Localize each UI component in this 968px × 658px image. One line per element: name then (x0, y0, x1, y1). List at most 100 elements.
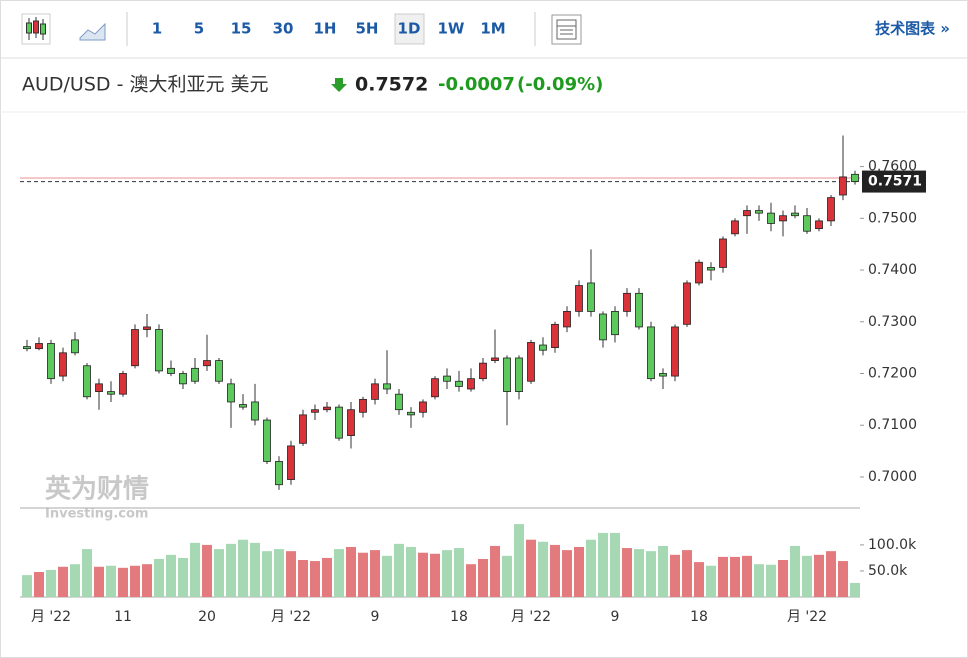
x-tick-label: 18 (690, 609, 708, 625)
volume-bar (202, 544, 212, 597)
interval-button[interactable]: 1 (152, 20, 162, 38)
candle-icon[interactable] (21, 13, 51, 45)
volume-bar (394, 543, 404, 597)
volume-bar (190, 542, 200, 597)
volume-bar (262, 551, 272, 597)
x-tick-label: 18 (450, 609, 468, 625)
candle-body (827, 197, 835, 222)
candle-body (395, 393, 403, 411)
candle-body (647, 326, 655, 380)
candle-body (599, 313, 607, 341)
candle-body (515, 357, 523, 392)
candle-body (215, 360, 223, 382)
interval-button[interactable]: 1D (398, 20, 421, 38)
volume-bar (802, 555, 812, 597)
volume-bar (766, 564, 776, 597)
interval-button[interactable]: 1W (438, 20, 465, 38)
volume-bar (502, 555, 512, 597)
volume-bar (586, 539, 596, 597)
y-tick-label: 0.7500 (868, 210, 917, 226)
volume-bar (310, 561, 320, 597)
volume-bar (550, 544, 560, 597)
volume-bar (562, 550, 572, 597)
last-price-box (862, 170, 926, 193)
volume-bar (574, 546, 584, 597)
volume-bar (754, 564, 764, 597)
y-tick-label: 0.7400 (868, 262, 917, 278)
candle-body (815, 220, 823, 230)
y-tick-label: 0.7300 (868, 314, 917, 330)
candle-body (731, 220, 739, 235)
volume-bar (142, 564, 152, 597)
interval-button[interactable]: 30 (273, 20, 294, 38)
y-tick-label: 0.7600 (868, 159, 917, 175)
volume-bar (370, 550, 380, 597)
interval-button[interactable]: 5H (356, 20, 379, 38)
interval-button[interactable]: 1M (480, 20, 505, 38)
x-tick-label: 月 '22 (31, 609, 71, 625)
volume-bar (838, 561, 848, 597)
volume-bar (46, 569, 56, 597)
volume-bar (214, 549, 224, 597)
last-price-label: 0.7571 (868, 174, 922, 190)
x-tick-label: 20 (198, 609, 216, 625)
interval-button[interactable]: 1H (314, 20, 337, 38)
candle-body (299, 414, 307, 444)
volume-bar (82, 549, 92, 597)
candle-body (347, 409, 355, 436)
area-icon[interactable] (79, 22, 106, 41)
candle-body (491, 357, 499, 361)
candle-body (803, 215, 811, 232)
candle-body (383, 383, 391, 390)
candle-body (503, 357, 511, 392)
volume-bar (442, 550, 452, 597)
table-icon[interactable] (551, 14, 582, 45)
volume-bar (70, 564, 80, 597)
volume-bar (274, 549, 284, 597)
candle-body (743, 210, 751, 217)
volume-bar (670, 554, 680, 597)
candle-body (467, 378, 475, 390)
x-tick-label: 月 '22 (511, 609, 551, 625)
volume-bar (130, 565, 140, 597)
volume-bar (298, 560, 308, 597)
candle-body (287, 445, 295, 480)
x-tick-label: 9 (611, 609, 620, 625)
volume-bar (34, 571, 44, 597)
watermark: Investing.com (45, 507, 148, 522)
chart-title: AUD/USD - 澳大利亚元 美元 (22, 74, 269, 96)
candle-body (179, 373, 187, 385)
volume-bar (514, 524, 524, 597)
x-tick-label: 11 (114, 609, 132, 625)
volume-bar (538, 541, 548, 597)
y-tick-label: 0.7000 (868, 469, 917, 485)
technical-chart-link[interactable]: 技术图表 » (875, 20, 950, 38)
interval-button[interactable]: 5 (194, 20, 204, 38)
candle-body (635, 292, 643, 328)
y-tick-label: 0.7100 (868, 417, 917, 433)
selected-interval (394, 13, 425, 45)
candle-body (35, 343, 43, 350)
candle-body (95, 383, 103, 392)
candle-body (143, 326, 151, 330)
candle-body (719, 238, 727, 268)
candle-body (83, 365, 91, 398)
down-arrow (331, 78, 347, 92)
volume-bar (622, 548, 632, 597)
candle-body (263, 419, 271, 462)
candle-body (203, 360, 211, 367)
volume-bar (118, 567, 128, 597)
volume-bar (430, 553, 440, 597)
candle-body (695, 261, 703, 284)
candle-body (479, 362, 487, 380)
candle-body (443, 375, 451, 382)
candle-body (791, 212, 799, 217)
interval-button[interactable]: 15 (231, 20, 252, 38)
volume-bar (322, 557, 332, 597)
candle-body (779, 215, 787, 222)
volume-bar (166, 554, 176, 597)
volume-bar (454, 548, 464, 597)
candle-body (23, 346, 31, 350)
candle-body (47, 343, 55, 380)
